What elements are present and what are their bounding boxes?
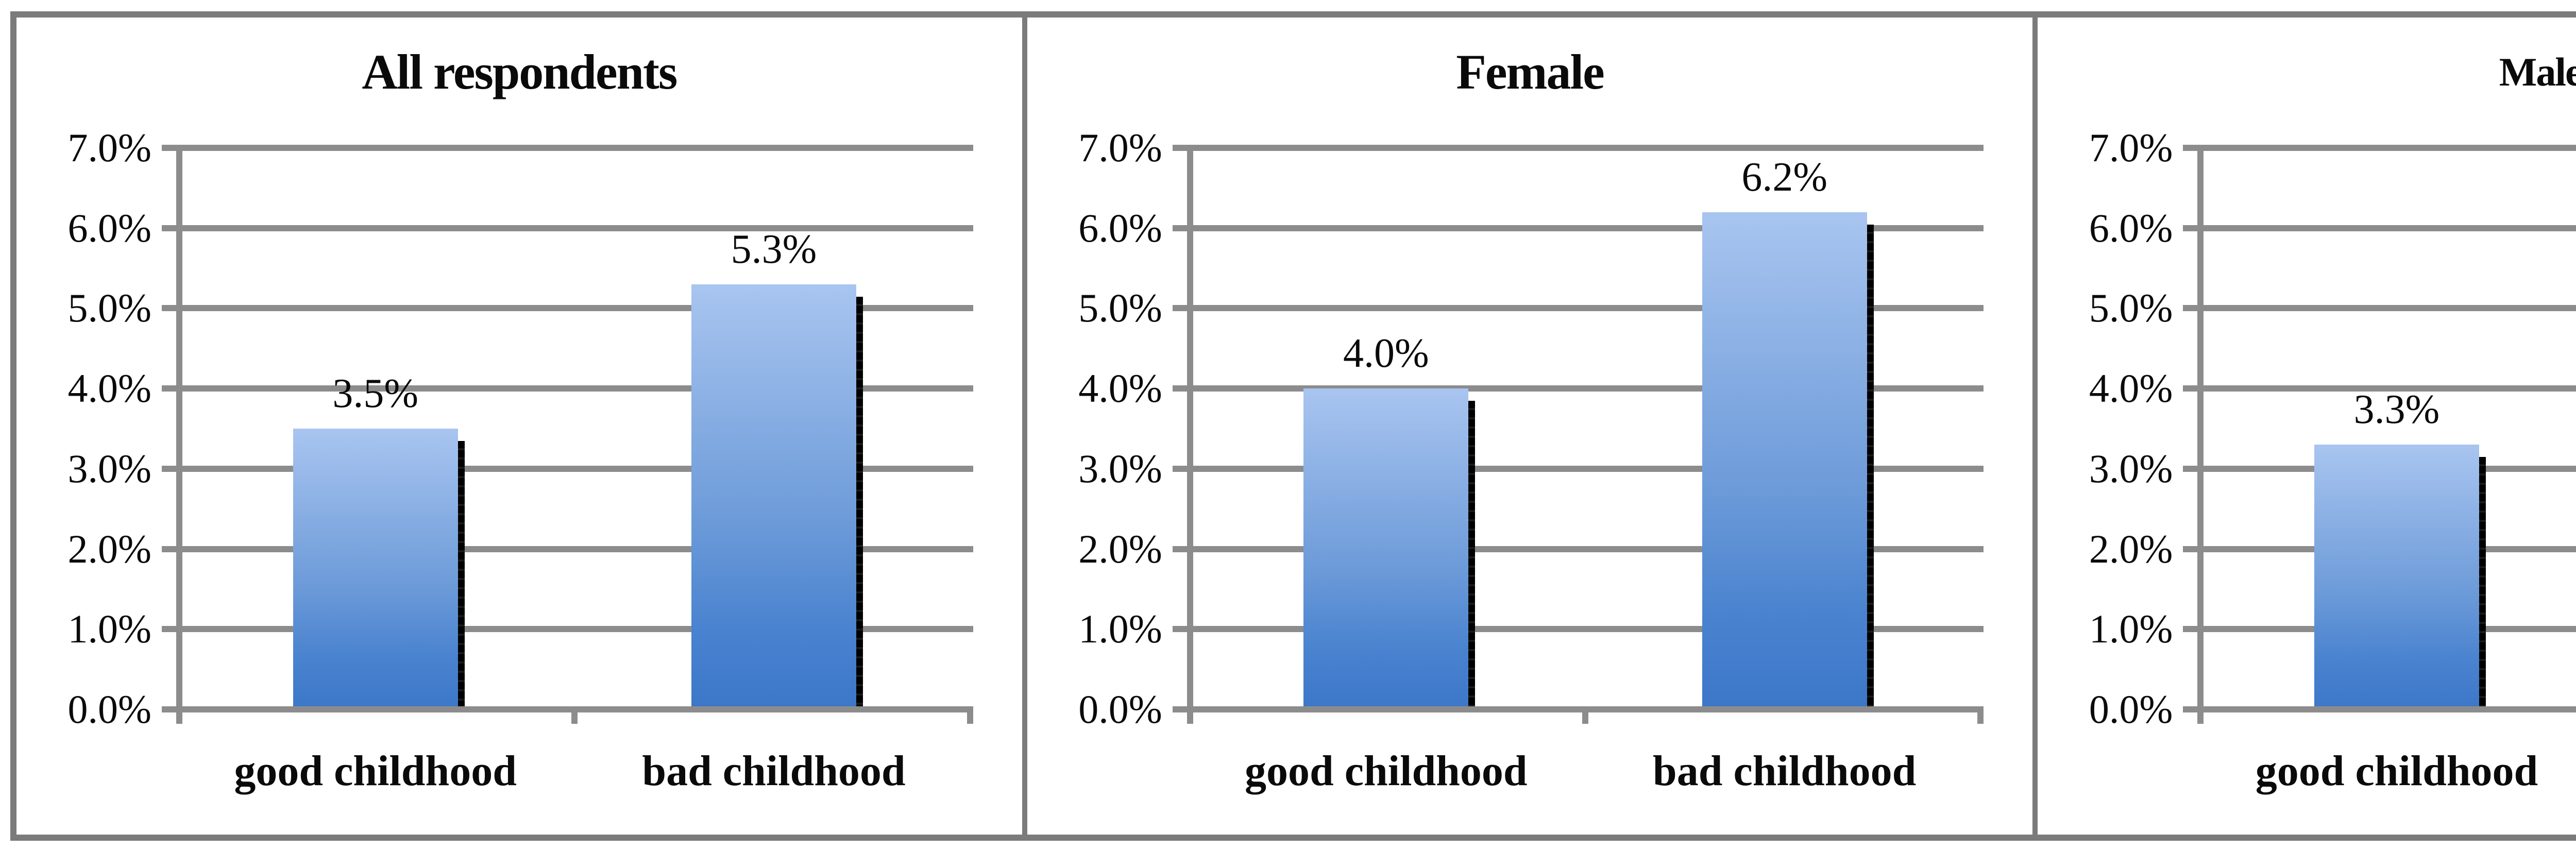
y-tick-label: 5.0% — [2089, 285, 2173, 331]
panel-female: Female 7.0% 6.0% 5.0% 4.0% 3.0% 2.0% 1.0% 0.0% 4… — [1022, 18, 2033, 835]
y-tick-label: 6.0% — [67, 205, 151, 250]
y-tick-label: 0.0% — [1078, 687, 1162, 732]
plot-area: 7.0% 6.0% 5.0% 4.0% 3.0% 2.0% 1.0% 0.0% 4.0% good… — [1078, 127, 1984, 794]
bar-good-childhood — [1303, 388, 1476, 712]
panel-all-respondents: All respondents 7.0% 6.0% 5.0% 4.0% 3.0% 2.0%… — [16, 18, 1022, 835]
y-tick-label: 2.0% — [1078, 526, 1162, 571]
chart-panels-row: All respondents 7.0% 6.0% 5.0% 4.0% 3.0% 2.0%… — [10, 11, 2576, 841]
x-axis-baseline — [2183, 706, 2576, 712]
y-tick-label: 1.0% — [2089, 606, 2173, 652]
gridline — [2183, 225, 2576, 231]
x-axis-tick — [1582, 709, 1588, 724]
y-tick-label: 1.0% — [1078, 606, 1162, 652]
x-axis-tick — [967, 709, 973, 724]
y-tick-label: 3.0% — [2089, 446, 2173, 491]
bar-value-label: 6.2% — [1741, 154, 1827, 200]
category-label: good childhood — [234, 747, 517, 795]
y-tick-label: 2.0% — [67, 526, 151, 571]
x-axis-tick — [571, 709, 578, 724]
bar-good-childhood — [293, 429, 465, 712]
category-label: bad childhood — [1653, 747, 1917, 795]
plot-area: 7.0% 6.0% 5.0% 4.0% 3.0% 2.0% 1.0% 0.0% 3.3% good… — [2089, 127, 2576, 794]
y-tick-label: 5.0% — [1078, 285, 1162, 331]
x-axis-tick — [1977, 709, 1984, 724]
gridline — [162, 225, 973, 231]
y-axis-line — [2197, 148, 2204, 724]
chart-title: Female — [1456, 44, 1604, 99]
y-tick-label: 7.0% — [2089, 125, 2173, 170]
category-label: bad childhood — [642, 747, 906, 795]
bar-shadow — [1867, 224, 1874, 712]
gridline — [1172, 145, 1984, 151]
y-tick-label: 7.0% — [1078, 125, 1162, 170]
chart-title: All respondents — [362, 44, 677, 99]
bar-shadow — [1468, 401, 1476, 712]
gridline — [162, 145, 973, 151]
x-axis-baseline — [1172, 706, 1984, 712]
gridline — [2183, 145, 2576, 151]
y-tick-label: 5.0% — [67, 285, 151, 331]
bar-value-label: 3.5% — [332, 371, 418, 416]
y-tick-label: 3.0% — [67, 446, 151, 491]
x-axis-baseline — [162, 706, 973, 712]
y-tick-label: 1.0% — [67, 606, 151, 652]
y-axis-line — [1187, 148, 1193, 724]
bar-shadow — [856, 296, 863, 712]
gridline — [2183, 385, 2576, 392]
y-tick-label: 6.0% — [1078, 205, 1162, 250]
y-tick-label: 4.0% — [67, 366, 151, 411]
y-tick-label: 4.0% — [2089, 366, 2173, 411]
panel-male: Male 7.0% 6.0% 5.0% 4.0% 3.0% 2.0% 1.0% 0.0% 3.3… — [2032, 18, 2576, 835]
gridline — [2183, 305, 2576, 312]
y-tick-label: 0.0% — [2089, 687, 2173, 732]
bar-value-label: 5.3% — [731, 226, 817, 272]
bar-shadow — [2479, 457, 2486, 712]
bar-good-childhood — [2314, 445, 2486, 712]
plot-area: 7.0% 6.0% 5.0% 4.0% 3.0% 2.0% 1.0% 0.0% 3.5% good… — [68, 127, 973, 794]
bar-value-label: 4.0% — [1343, 331, 1429, 377]
chart-title: Male — [2499, 49, 2576, 94]
bar-value-label: 3.3% — [2353, 387, 2440, 433]
y-tick-label: 6.0% — [2089, 205, 2173, 250]
y-tick-label: 4.0% — [1078, 366, 1162, 411]
category-label: good childhood — [1245, 747, 1528, 795]
y-tick-label: 3.0% — [1078, 446, 1162, 491]
category-label: good childhood — [2255, 747, 2538, 795]
bar-shadow — [457, 441, 465, 712]
y-tick-label: 7.0% — [67, 125, 151, 170]
y-tick-label: 2.0% — [2089, 526, 2173, 571]
y-tick-label: 0.0% — [67, 687, 151, 732]
bar-bad-childhood — [691, 284, 863, 712]
y-axis-line — [176, 148, 182, 724]
bar-bad-childhood — [1702, 212, 1874, 712]
